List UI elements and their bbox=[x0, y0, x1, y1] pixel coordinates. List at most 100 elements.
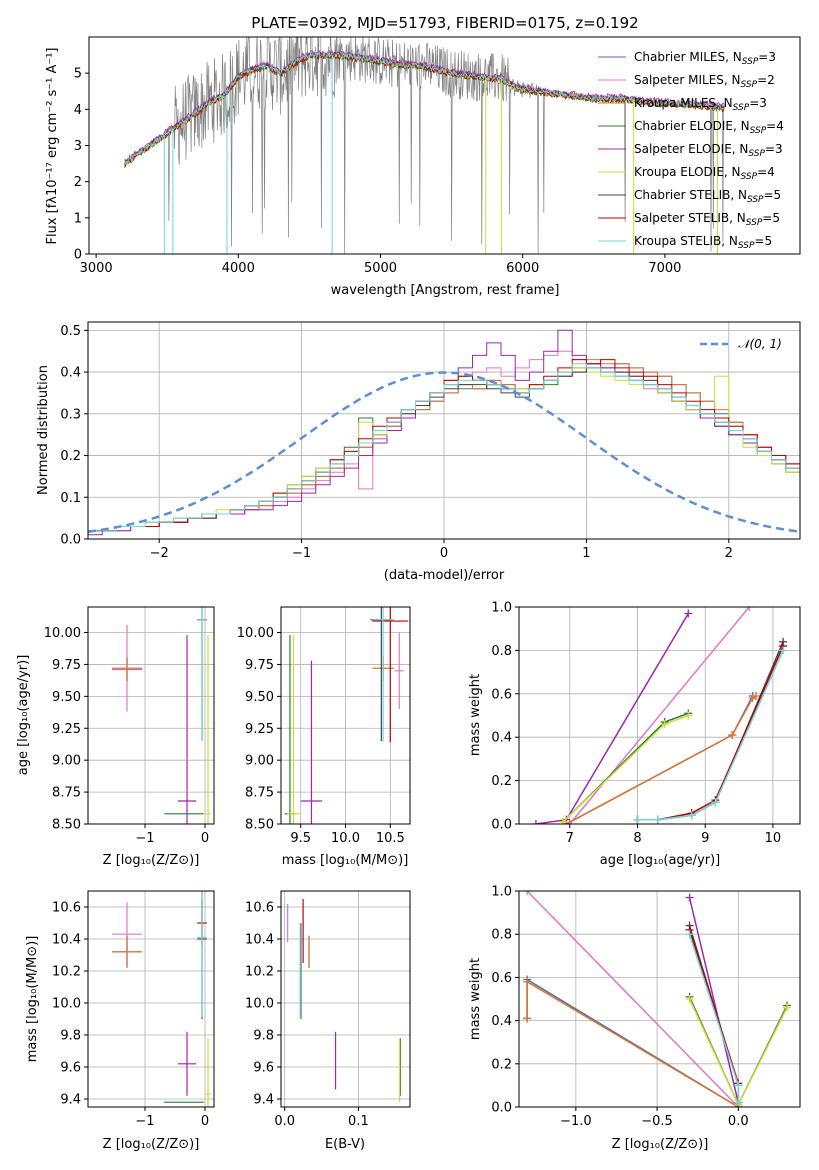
mass-vs-ebv-axes-frame bbox=[280, 890, 411, 1108]
weight-vs-metallicity-x-ticks: −1.0 −0.5 0.0 bbox=[560, 1107, 749, 1129]
age-vs-mass-y-ticks: 8.50 8.75 9.00 9.25 9.50 9.75 10.00 bbox=[237, 626, 281, 833]
legend-label: Salpeter MILES, NSSP=2 bbox=[634, 73, 775, 90]
x-tick-label: 0 bbox=[201, 1114, 209, 1129]
y-tick-label: 8.50 bbox=[52, 818, 81, 833]
x-tick-label: 9 bbox=[701, 831, 709, 846]
y-tick-label: 8.75 bbox=[52, 786, 81, 801]
residuals-x-ticks: −2 −1 0 1 2 bbox=[150, 539, 733, 561]
y-tick-label: 9.8 bbox=[60, 1029, 81, 1044]
age-vs-metallicity-grid bbox=[88, 607, 214, 825]
mass-vs-metallicity-grid bbox=[88, 891, 214, 1107]
weight-vs-age-y-ticks: 0.0 0.2 0.4 0.6 0.8 1.0 bbox=[491, 601, 519, 833]
mass-weight-point bbox=[734, 1098, 743, 1107]
legend-label: Kroupa STELIB, NSSP=5 bbox=[634, 234, 772, 251]
mass-weight-line bbox=[688, 897, 740, 1107]
x-tick-label: 0.0 bbox=[274, 1114, 295, 1129]
y-tick-label: 0.1 bbox=[60, 491, 81, 506]
age-vs-mass-panel: 9.5 10.0 10.5 8.50 8.75 9.00 9.25 9.50 9.75 10.0… bbox=[237, 606, 411, 868]
y-tick-label: 0.2 bbox=[491, 774, 512, 789]
weight-vs-age-y-label: mass weight bbox=[468, 674, 483, 756]
residual-histogram-step bbox=[88, 367, 800, 539]
y-tick-label: 0.0 bbox=[491, 818, 512, 833]
y-tick-label: 0.0 bbox=[491, 1101, 512, 1116]
weight-vs-metallicity-plot-area bbox=[523, 891, 792, 1107]
y-tick-label: 9.4 bbox=[60, 1093, 81, 1108]
x-tick-label: 1 bbox=[582, 546, 590, 561]
mass-weight-line bbox=[566, 695, 757, 824]
mass-weight-point bbox=[523, 1014, 532, 1023]
mass-vs-metallicity-y-label: mass [log₁₀(M/M⊙)] bbox=[25, 936, 40, 1063]
residuals-y-ticks: 0.0 0.1 0.2 0.3 0.4 0.5 bbox=[60, 324, 88, 548]
weight-vs-age-plot-area bbox=[531, 607, 788, 824]
y-tick-label: 9.75 bbox=[52, 658, 81, 673]
y-tick-label: 9.8 bbox=[253, 1029, 274, 1044]
mass-weight-point bbox=[783, 1003, 792, 1012]
mass-weight-point bbox=[633, 815, 642, 824]
mass-weight-point bbox=[711, 798, 720, 807]
y-tick-label: 10.6 bbox=[52, 901, 81, 916]
residuals-x-label: (data-model)/error bbox=[384, 568, 505, 583]
mass-weight-point bbox=[685, 893, 694, 902]
x-tick-label: 10.0 bbox=[331, 831, 360, 846]
mass-vs-ebv-panel: 0.0 0.1 9.4 9.6 9.8 10.0 10.2 10.4 10.6 E(B-V) bbox=[245, 890, 411, 1152]
mass-weight-point bbox=[685, 930, 694, 939]
age-vs-metallicity-plot-area bbox=[112, 607, 211, 824]
residual-histogram-step bbox=[88, 329, 800, 539]
x-tick-label: 7 bbox=[566, 831, 574, 846]
spectrum-legend: Chabrier MILES, NSSP=3 Salpeter MILES, NS… bbox=[598, 50, 784, 251]
mass-vs-ebv-y-ticks: 9.4 9.6 9.8 10.0 10.2 10.4 10.6 bbox=[245, 901, 281, 1108]
y-tick-label: 10.0 bbox=[52, 997, 81, 1012]
x-tick-label: 7000 bbox=[648, 261, 681, 276]
mass-vs-metallicity-x-ticks: −1 0 bbox=[135, 1107, 209, 1129]
y-tick-label: 10.2 bbox=[52, 965, 81, 980]
x-tick-label: 6000 bbox=[506, 261, 539, 276]
mass-weight-line bbox=[688, 933, 740, 1103]
y-tick-label: 5 bbox=[74, 67, 82, 82]
x-tick-label: 2 bbox=[725, 546, 733, 561]
model-spectrum-line bbox=[124, 51, 725, 165]
x-tick-label: 10.5 bbox=[376, 831, 405, 846]
mass-weight-point bbox=[523, 977, 532, 986]
spectrum-panel: 3000 4000 5000 6000 7000 0 1 2 3 4 5 wavelength [… bbox=[45, 36, 801, 298]
mass-vs-metallicity-y-ticks: 9.4 9.6 9.8 10.0 10.2 10.4 10.6 bbox=[52, 901, 88, 1108]
y-tick-label: 0.2 bbox=[491, 1057, 512, 1072]
mass-weight-line bbox=[569, 607, 750, 824]
y-tick-label: 0.4 bbox=[60, 366, 81, 381]
y-tick-label: 10.2 bbox=[245, 965, 274, 980]
y-tick-label: 0.6 bbox=[491, 687, 512, 702]
weight-vs-metallicity-y-label: mass weight bbox=[468, 958, 483, 1040]
legend-label: Kroupa ELODIE, NSSP=4 bbox=[634, 165, 775, 182]
y-tick-label: 0.8 bbox=[491, 928, 512, 943]
y-tick-label: 9.00 bbox=[245, 754, 274, 769]
age-vs-metallicity-panel: −1 0 8.50 8.75 9.00 9.25 9.50 9.75 10.00 Z [log… bbox=[16, 606, 215, 868]
x-tick-label: 5000 bbox=[364, 261, 397, 276]
mass-weight-point bbox=[653, 815, 662, 824]
y-tick-label: 2 bbox=[74, 175, 82, 190]
y-tick-label: 9.25 bbox=[52, 722, 81, 737]
mass-weight-point bbox=[660, 720, 669, 729]
age-vs-metallicity-y-ticks: 8.50 8.75 9.00 9.25 9.50 9.75 10.00 bbox=[44, 626, 88, 833]
x-tick-label: −1.0 bbox=[560, 1114, 592, 1129]
age-vs-metallicity-x-ticks: −1 0 bbox=[135, 824, 209, 846]
figure-title: PLATE=0392, MJD=51793, FIBERID=0175, z=0… bbox=[251, 14, 638, 32]
y-tick-label: 0.5 bbox=[60, 324, 81, 339]
y-tick-label: 0.3 bbox=[60, 407, 81, 422]
mass-weight-point bbox=[734, 1081, 743, 1090]
mass-vs-metallicity-plot-area bbox=[112, 891, 211, 1107]
y-tick-label: 9.6 bbox=[253, 1061, 274, 1076]
mass-weight-point bbox=[684, 711, 693, 720]
weight-vs-metallicity-axes-frame bbox=[518, 890, 801, 1108]
weight-vs-metallicity-grid bbox=[519, 890, 800, 1108]
residuals-panel: −2 −1 0 1 2 0.0 0.1 0.2 0.3 0.4 0.5 (data-model)/… bbox=[36, 321, 801, 583]
spectrum-y-label: Flux [fλ10⁻¹⁷ erg cm⁻² s⁻¹ A⁻¹] bbox=[45, 48, 60, 245]
age-vs-metallicity-x-label: Z [log₁₀(Z/Z⊙)] bbox=[103, 853, 200, 868]
x-tick-label: 0 bbox=[440, 546, 448, 561]
x-tick-label: 0 bbox=[201, 831, 209, 846]
weight-vs-metallicity-y-ticks: 0.0 0.2 0.4 0.6 0.8 1.0 bbox=[491, 885, 519, 1116]
age-vs-metallicity-y-label: age [log₁₀(age/yr)] bbox=[16, 655, 31, 776]
legend-label: Chabrier STELIB, NSSP=5 bbox=[634, 188, 781, 205]
y-tick-label: 0.0 bbox=[60, 533, 81, 548]
x-tick-label: 10 bbox=[765, 831, 782, 846]
mass-vs-metallicity-panel: −1 0 9.4 9.6 9.8 10.0 10.2 10.4 10.6 Z [log₁₀(Z… bbox=[25, 890, 215, 1152]
mass-vs-ebv-x-ticks: 0.0 0.1 bbox=[274, 1107, 369, 1129]
